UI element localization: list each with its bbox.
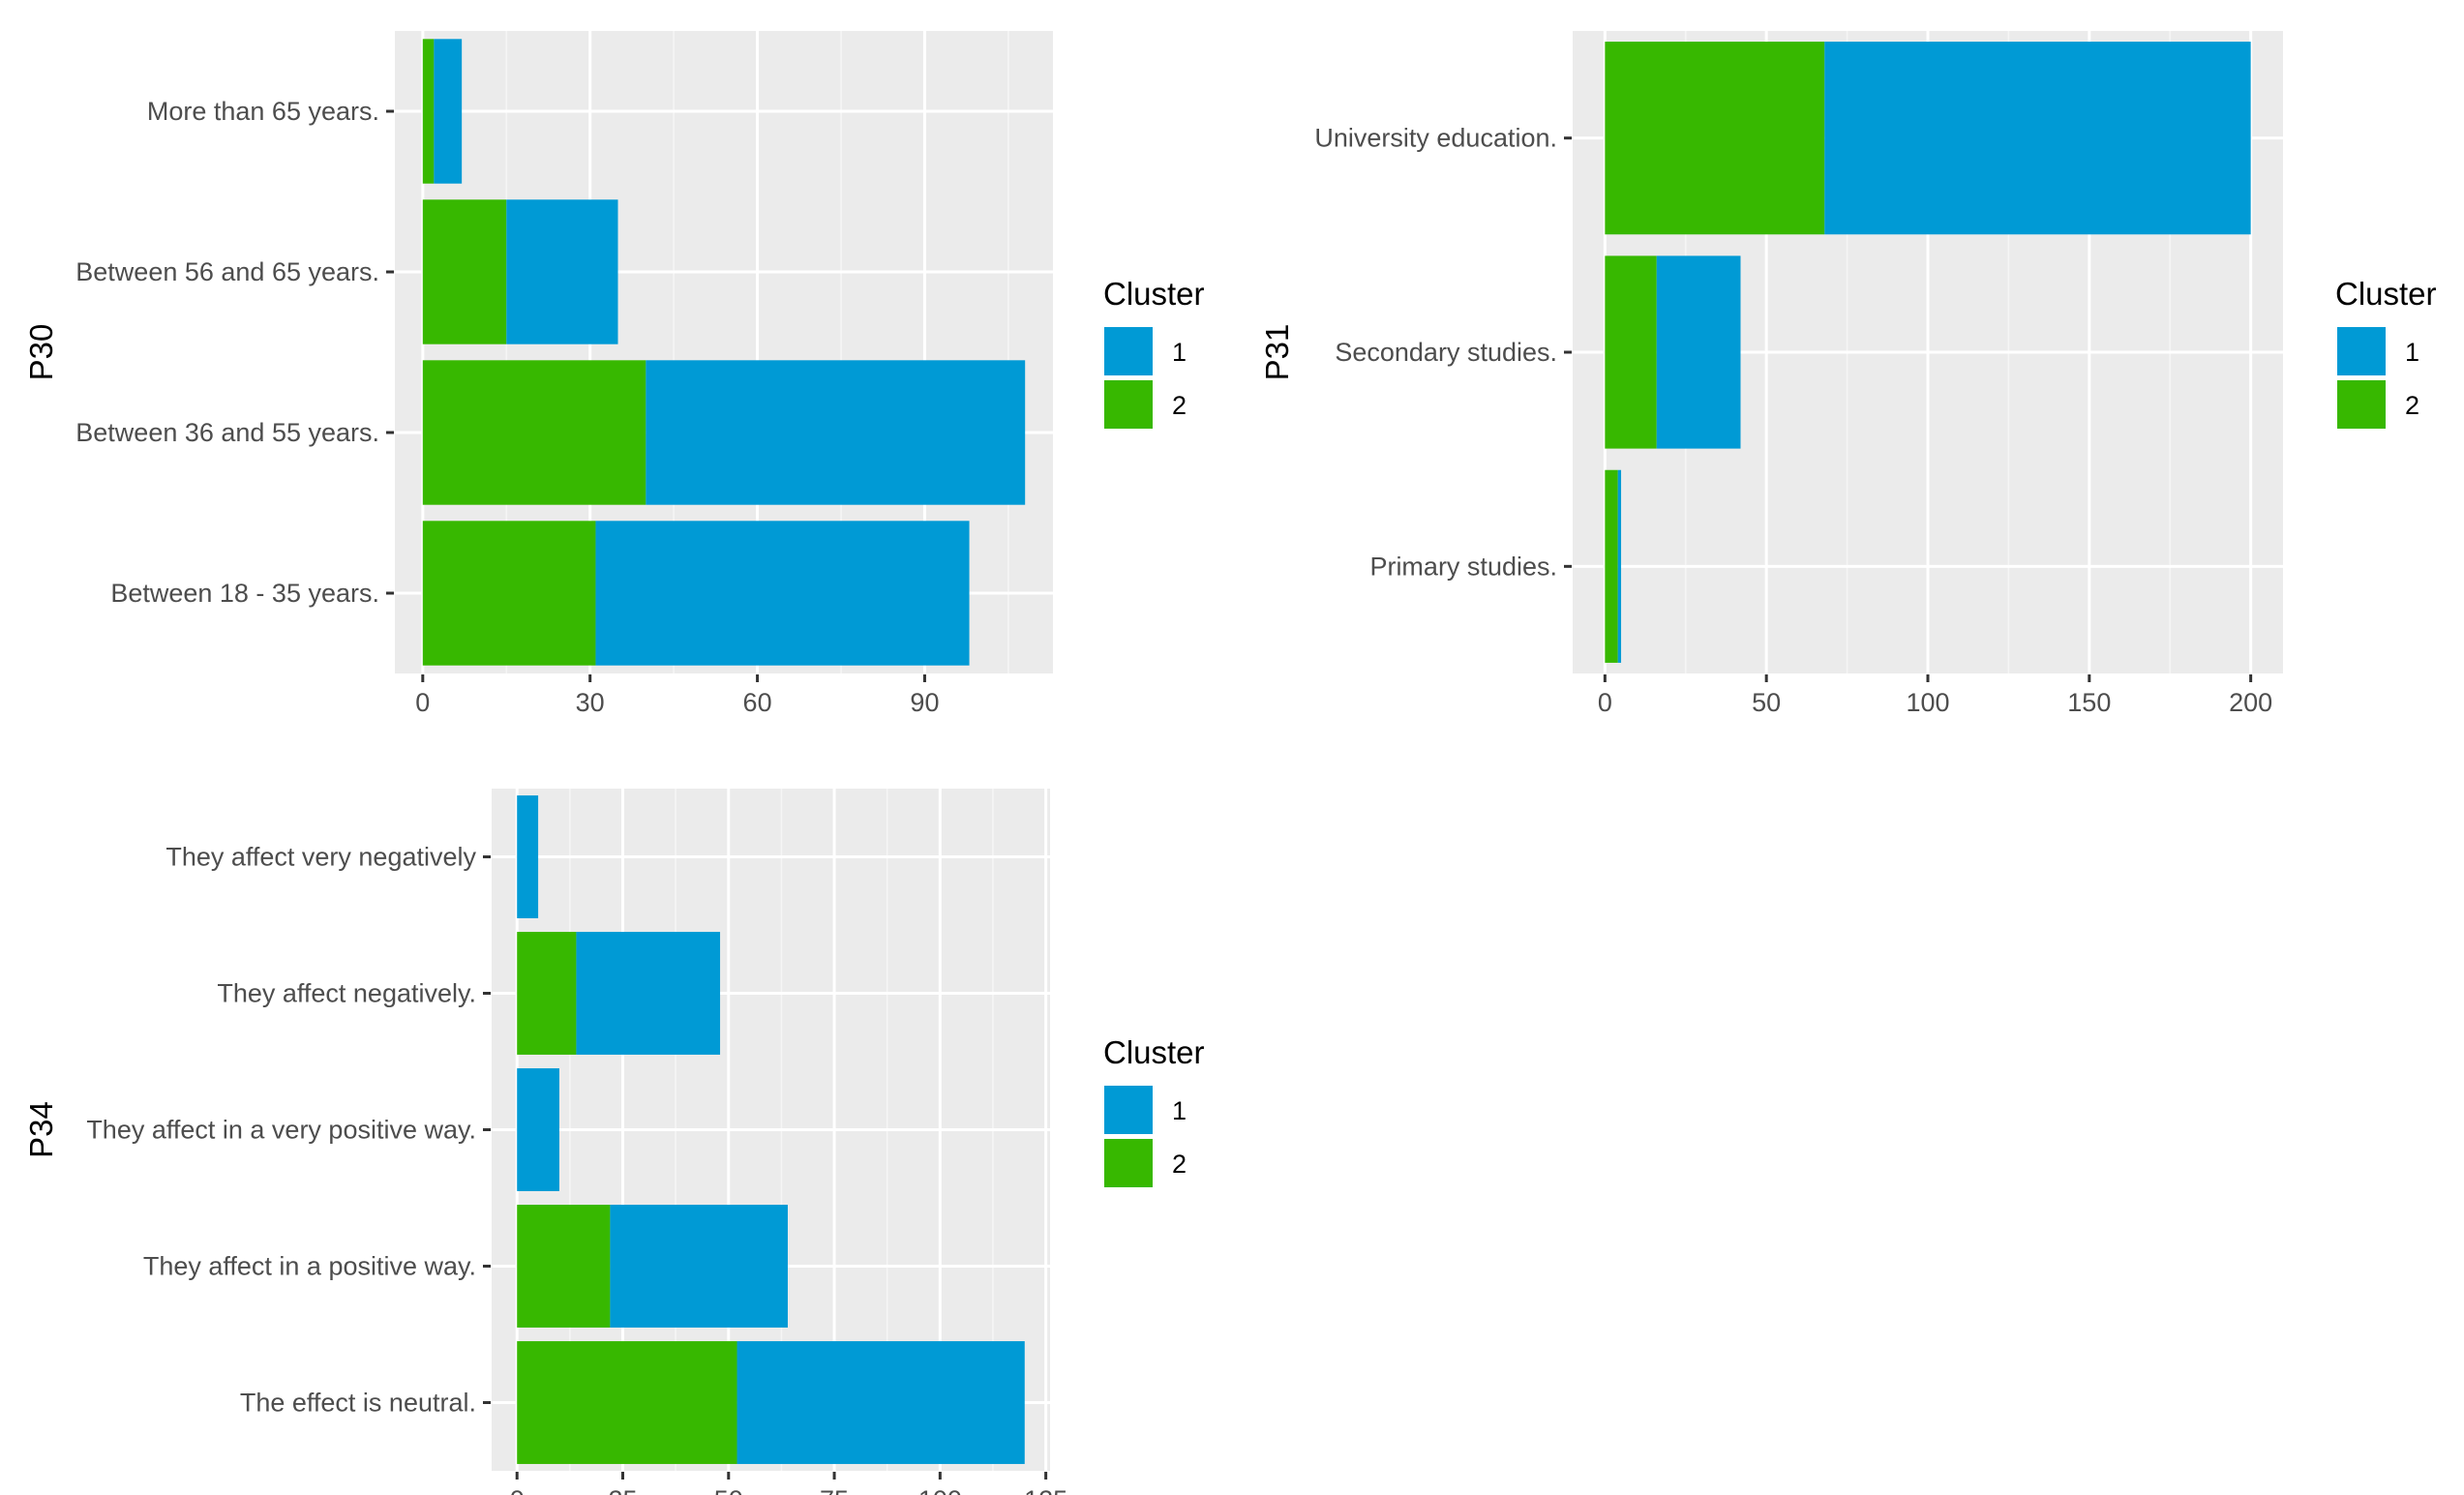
y-tick-label: Between 36 and 55 years.: [75, 418, 379, 447]
x-tick-label: 0: [415, 688, 430, 717]
y-tick-label: More than 65 years.: [147, 97, 379, 126]
x-tick-label: 60: [743, 688, 772, 717]
bar-cluster-2: [1605, 469, 1618, 663]
legend-label-cluster-1: 1: [2405, 338, 2419, 367]
x-tick-label: 100: [1906, 688, 1949, 717]
bar-cluster-1: [434, 39, 463, 184]
y-axis-title: P34: [23, 1101, 59, 1158]
y-tick-label: The effect is neutral.: [240, 1389, 476, 1418]
y-tick-label: University education.: [1314, 124, 1557, 153]
legend-key-cluster-1: [1104, 1086, 1153, 1134]
legend-title: Cluster: [2335, 276, 2437, 312]
bar-cluster-1: [517, 795, 539, 918]
bar-cluster-1: [517, 1068, 559, 1191]
legend-label-cluster-2: 2: [1172, 391, 1187, 420]
y-tick-label: Between 56 and 65 years.: [75, 257, 379, 286]
bar-cluster-2: [422, 199, 507, 344]
bar-cluster-1: [1617, 469, 1622, 663]
bar-cluster-2: [1605, 255, 1657, 449]
x-tick-label: 30: [576, 688, 605, 717]
bar-cluster-1: [610, 1205, 788, 1328]
x-tick-label: 50: [1752, 688, 1781, 717]
legend-label-cluster-2: 2: [1172, 1150, 1187, 1179]
x-tick-label: 150: [2067, 688, 2111, 717]
bar-cluster-2: [517, 932, 577, 1055]
bar-cluster-2: [1605, 42, 1825, 235]
y-tick-label: Primary studies.: [1369, 552, 1557, 581]
y-axis-title: P31: [1259, 324, 1295, 381]
x-tick-label: 75: [820, 1485, 849, 1495]
x-tick-label: 0: [1598, 688, 1612, 717]
legend: Cluster 1 2: [1103, 1034, 1205, 1187]
y-tick-label: They affect in a very positive way.: [86, 1116, 476, 1145]
legend-key-cluster-1: [2337, 327, 2386, 375]
x-tick-label: 200: [2229, 688, 2272, 717]
legend-title: Cluster: [1103, 1034, 1205, 1070]
x-tick-label: 0: [510, 1485, 525, 1495]
legend: Cluster 1 2: [1103, 276, 1205, 429]
bar-cluster-2: [517, 1341, 737, 1464]
y-axis-title: P30: [23, 324, 59, 381]
legend-key-cluster-2: [1104, 1139, 1153, 1187]
bar-cluster-2: [517, 1205, 611, 1328]
legend-label-cluster-2: 2: [2405, 391, 2419, 420]
bar-cluster-1: [576, 932, 721, 1055]
legend-key-cluster-2: [2337, 380, 2386, 429]
bar-cluster-1: [736, 1341, 1025, 1464]
y-tick-label: They affect negatively.: [217, 979, 476, 1008]
bar-cluster-1: [506, 199, 618, 344]
x-tick-label: 90: [910, 688, 939, 717]
legend-title: Cluster: [1103, 276, 1205, 312]
bar-cluster-1: [1824, 42, 2251, 235]
bar-cluster-2: [422, 39, 435, 184]
x-tick-label: 50: [714, 1485, 743, 1495]
bar-cluster-2: [422, 521, 596, 666]
bar-cluster-1: [595, 521, 970, 666]
x-tick-label: 25: [608, 1485, 637, 1495]
y-tick-label: They affect very negatively: [165, 843, 476, 872]
legend-label-cluster-1: 1: [1172, 1096, 1187, 1125]
y-tick-label: Between 18 - 35 years.: [110, 579, 379, 608]
chart-panel-p31: University education. Secondary studies. P…: [1259, 31, 2437, 717]
legend-key-cluster-1: [1104, 327, 1153, 375]
x-tick-label: 125: [1024, 1485, 1067, 1495]
chart-panel-p30: More than 65 years. Between 56 and 65 yea…: [23, 31, 1205, 717]
x-tick-label: 100: [918, 1485, 962, 1495]
bar-cluster-2: [422, 360, 646, 505]
chart-panel-p34: They affect very negatively They affect n…: [23, 789, 1205, 1495]
legend: Cluster 1 2: [2335, 276, 2437, 429]
legend-label-cluster-1: 1: [1172, 338, 1187, 367]
y-tick-label: They affect in a positive way.: [143, 1252, 476, 1281]
legend-key-cluster-2: [1104, 380, 1153, 429]
bar-cluster-1: [1656, 255, 1741, 449]
bar-cluster-1: [646, 360, 1026, 505]
y-tick-label: Secondary studies.: [1335, 338, 1557, 367]
